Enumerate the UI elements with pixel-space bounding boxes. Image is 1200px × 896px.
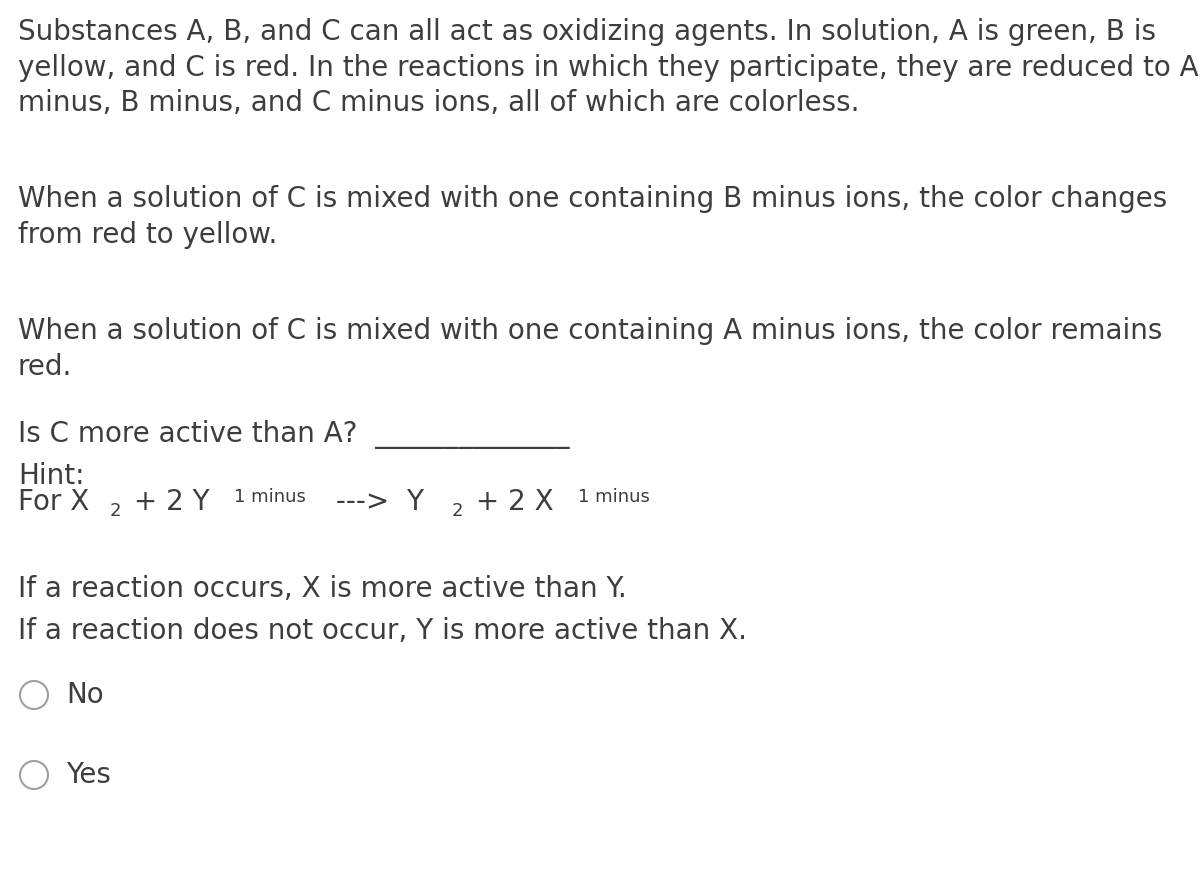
Text: + 2 Y: + 2 Y — [125, 488, 209, 516]
Text: Yes: Yes — [66, 761, 110, 789]
Text: Substances A, B, and C can all act as oxidizing agents. In solution, A is green,: Substances A, B, and C can all act as ox… — [18, 18, 1199, 117]
Text: For X: For X — [18, 488, 89, 516]
Text: 1 minus: 1 minus — [578, 488, 650, 506]
Text: When a solution of C is mixed with one containing B minus ions, the color change: When a solution of C is mixed with one c… — [18, 185, 1168, 249]
Text: No: No — [66, 681, 103, 709]
Text: --->  Y: ---> Y — [326, 488, 424, 516]
Text: 1 minus: 1 minus — [234, 488, 306, 506]
Text: + 2 X: + 2 X — [467, 488, 553, 516]
Text: Is C more active than A?  ______________: Is C more active than A? ______________ — [18, 420, 570, 449]
Text: When a solution of C is mixed with one containing A minus ions, the color remain: When a solution of C is mixed with one c… — [18, 317, 1163, 381]
Text: If a reaction occurs, X is more active than Y.: If a reaction occurs, X is more active t… — [18, 575, 626, 603]
Text: If a reaction does not occur, Y is more active than X.: If a reaction does not occur, Y is more … — [18, 617, 746, 645]
Text: 2: 2 — [110, 502, 121, 520]
Text: 2: 2 — [452, 502, 463, 520]
Text: Hint:: Hint: — [18, 462, 84, 490]
